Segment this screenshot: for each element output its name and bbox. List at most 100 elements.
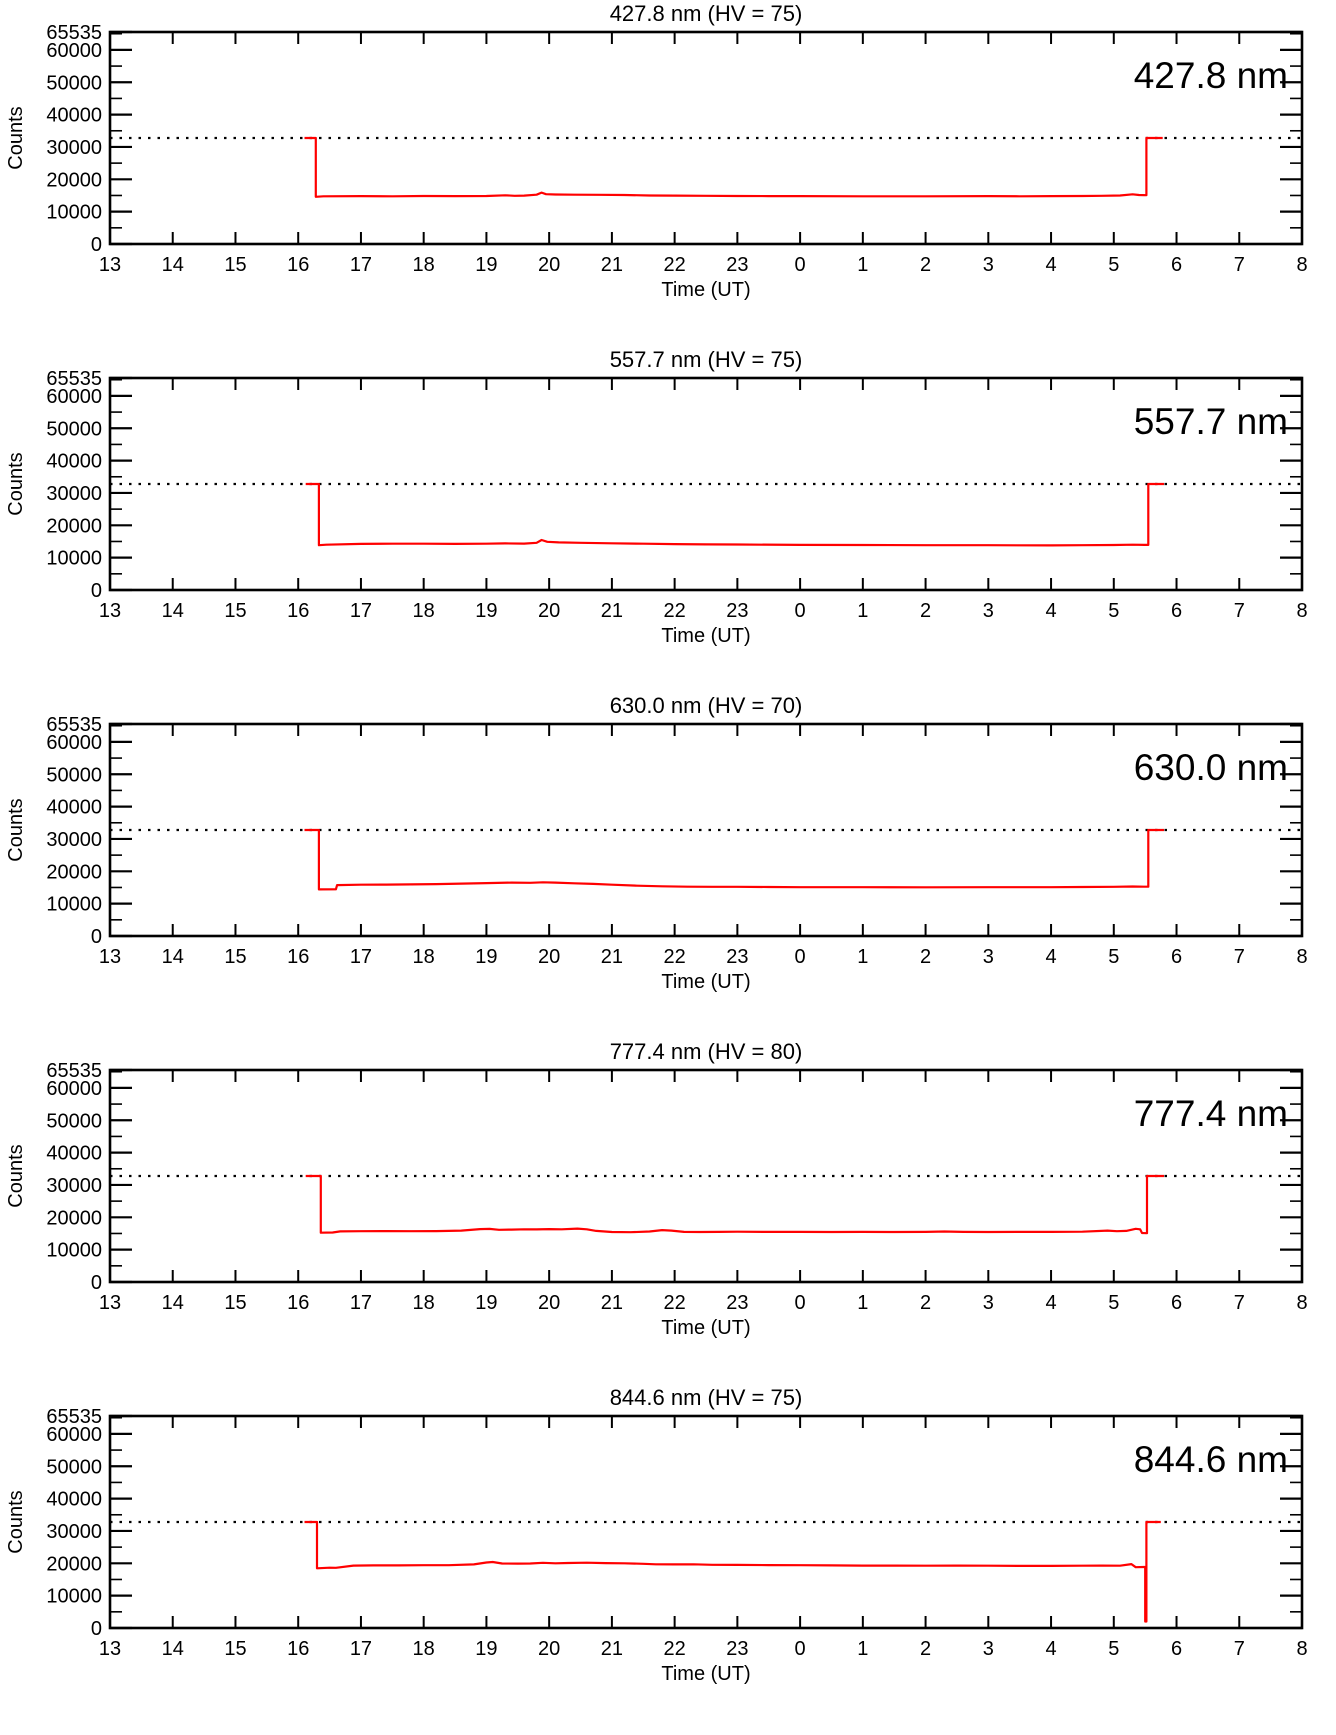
x-tick-label: 22 xyxy=(664,1638,686,1660)
x-tick-label: 16 xyxy=(287,1638,309,1660)
y-axis-label: Counts xyxy=(5,1490,27,1553)
plot-title: 777.4 nm (HV = 80) xyxy=(610,1039,803,1064)
y-tick-label: 10000 xyxy=(46,548,102,570)
subplot-630-0nm: 0 10000 20000 30000 40000 50000 60000 65535 13 14… xyxy=(0,692,1336,1038)
y-tick-label: 40000 xyxy=(46,1489,102,1511)
y-tick-label: 0 xyxy=(91,580,102,602)
x-tick-label: 20 xyxy=(538,254,560,276)
y-tick-label: 65535 xyxy=(46,368,102,390)
y-tick-label: 60000 xyxy=(46,1078,102,1100)
plot-frame xyxy=(108,30,1304,246)
x-tick-label: 3 xyxy=(983,946,994,968)
x-tick-label: 17 xyxy=(350,600,372,622)
x-tick-label: 19 xyxy=(475,1638,497,1660)
x-tick-label: 8 xyxy=(1296,254,1307,276)
x-tick-label: 7 xyxy=(1234,600,1245,622)
x-tick-label: 3 xyxy=(983,1638,994,1660)
x-tick-label: 1 xyxy=(857,254,868,276)
y-tick-label: 50000 xyxy=(46,1110,102,1132)
x-tick-label: 16 xyxy=(287,1292,309,1314)
y-tick-label: 50000 xyxy=(46,72,102,94)
x-tick-label: 20 xyxy=(538,1638,560,1660)
x-tick-label: 14 xyxy=(162,946,184,968)
x-tick-label: 6 xyxy=(1171,254,1182,276)
y-tick-label: 20000 xyxy=(46,1553,102,1575)
x-tick-label: 23 xyxy=(726,254,748,276)
x-tick-label: 0 xyxy=(795,946,806,968)
x-tick-label: 4 xyxy=(1045,600,1056,622)
y-tick-label: 50000 xyxy=(46,1456,102,1478)
y-tick-label: 65535 xyxy=(46,714,102,736)
x-axis-label: Time (UT) xyxy=(661,971,750,993)
x-tick-label: 0 xyxy=(795,1292,806,1314)
x-tick-label: 7 xyxy=(1234,1292,1245,1314)
x-tick-label: 21 xyxy=(601,254,623,276)
x-tick-label: 21 xyxy=(601,1638,623,1660)
x-tick-label: 17 xyxy=(350,1292,372,1314)
x-tick-label: 0 xyxy=(795,254,806,276)
y-tick-label: 60000 xyxy=(46,386,102,408)
plot-frame xyxy=(108,1414,1304,1630)
x-tick-label: 22 xyxy=(664,600,686,622)
subplot-777-4nm: 0 10000 20000 30000 40000 50000 60000 65535 13 14… xyxy=(0,1038,1336,1384)
plot-frame xyxy=(108,722,1304,938)
x-tick-label: 3 xyxy=(983,1292,994,1314)
x-tick-label: 0 xyxy=(795,600,806,622)
x-tick-label: 19 xyxy=(475,254,497,276)
x-tick-label: 15 xyxy=(224,1638,246,1660)
x-tick-label: 5 xyxy=(1108,1638,1119,1660)
x-tick-label: 23 xyxy=(726,1292,748,1314)
x-tick-label: 14 xyxy=(162,1638,184,1660)
wavelength-label: 777.4 nm xyxy=(1134,1093,1288,1134)
y-tick-label: 65535 xyxy=(46,22,102,44)
x-tick-label: 17 xyxy=(350,946,372,968)
x-tick-label: 2 xyxy=(920,1292,931,1314)
counts-trace xyxy=(304,828,1164,891)
plot-title: 630.0 nm (HV = 70) xyxy=(610,693,803,718)
counts-trace xyxy=(304,136,1163,198)
y-tick-label: 60000 xyxy=(46,1424,102,1446)
y-tick-label: 0 xyxy=(91,234,102,256)
x-tick-label: 2 xyxy=(920,600,931,622)
x-tick-label: 15 xyxy=(224,1292,246,1314)
y-tick-label: 60000 xyxy=(46,732,102,754)
y-tick-label: 40000 xyxy=(46,451,102,473)
subplot-844-6nm: 0 10000 20000 30000 40000 50000 60000 65535 13 14… xyxy=(0,1384,1336,1730)
x-tick-label: 23 xyxy=(726,946,748,968)
x-tick-label: 4 xyxy=(1045,946,1056,968)
x-tick-label: 2 xyxy=(920,254,931,276)
x-tick-label: 1 xyxy=(857,1638,868,1660)
y-axis-label: Counts xyxy=(5,452,27,515)
x-tick-label: 19 xyxy=(475,1292,497,1314)
y-tick-label: 50000 xyxy=(46,764,102,786)
x-tick-label: 5 xyxy=(1108,1292,1119,1314)
x-tick-label: 19 xyxy=(475,946,497,968)
y-tick-label: 30000 xyxy=(46,1175,102,1197)
x-tick-label: 7 xyxy=(1234,254,1245,276)
y-tick-label: 30000 xyxy=(46,1521,102,1543)
x-tick-label: 19 xyxy=(475,600,497,622)
x-tick-label: 16 xyxy=(287,946,309,968)
x-tick-label: 3 xyxy=(983,600,994,622)
y-tick-label: 20000 xyxy=(46,169,102,191)
y-tick-label: 20000 xyxy=(46,515,102,537)
y-tick-label: 65535 xyxy=(46,1060,102,1082)
y-tick-label: 10000 xyxy=(46,1586,102,1608)
y-tick-label: 0 xyxy=(91,1272,102,1294)
x-tick-label: 6 xyxy=(1171,1292,1182,1314)
y-axis-label: Counts xyxy=(5,106,27,169)
counts-trace xyxy=(304,1520,1161,1623)
counts-trace xyxy=(305,482,1164,547)
y-tick-label: 65535 xyxy=(46,1406,102,1428)
plot-title: 844.6 nm (HV = 75) xyxy=(610,1385,803,1410)
x-tick-label: 13 xyxy=(99,946,121,968)
y-tick-label: 50000 xyxy=(46,418,102,440)
x-tick-label: 8 xyxy=(1296,600,1307,622)
x-tick-label: 2 xyxy=(920,946,931,968)
y-tick-label: 30000 xyxy=(46,137,102,159)
x-tick-label: 2 xyxy=(920,1638,931,1660)
x-tick-label: 20 xyxy=(538,1292,560,1314)
